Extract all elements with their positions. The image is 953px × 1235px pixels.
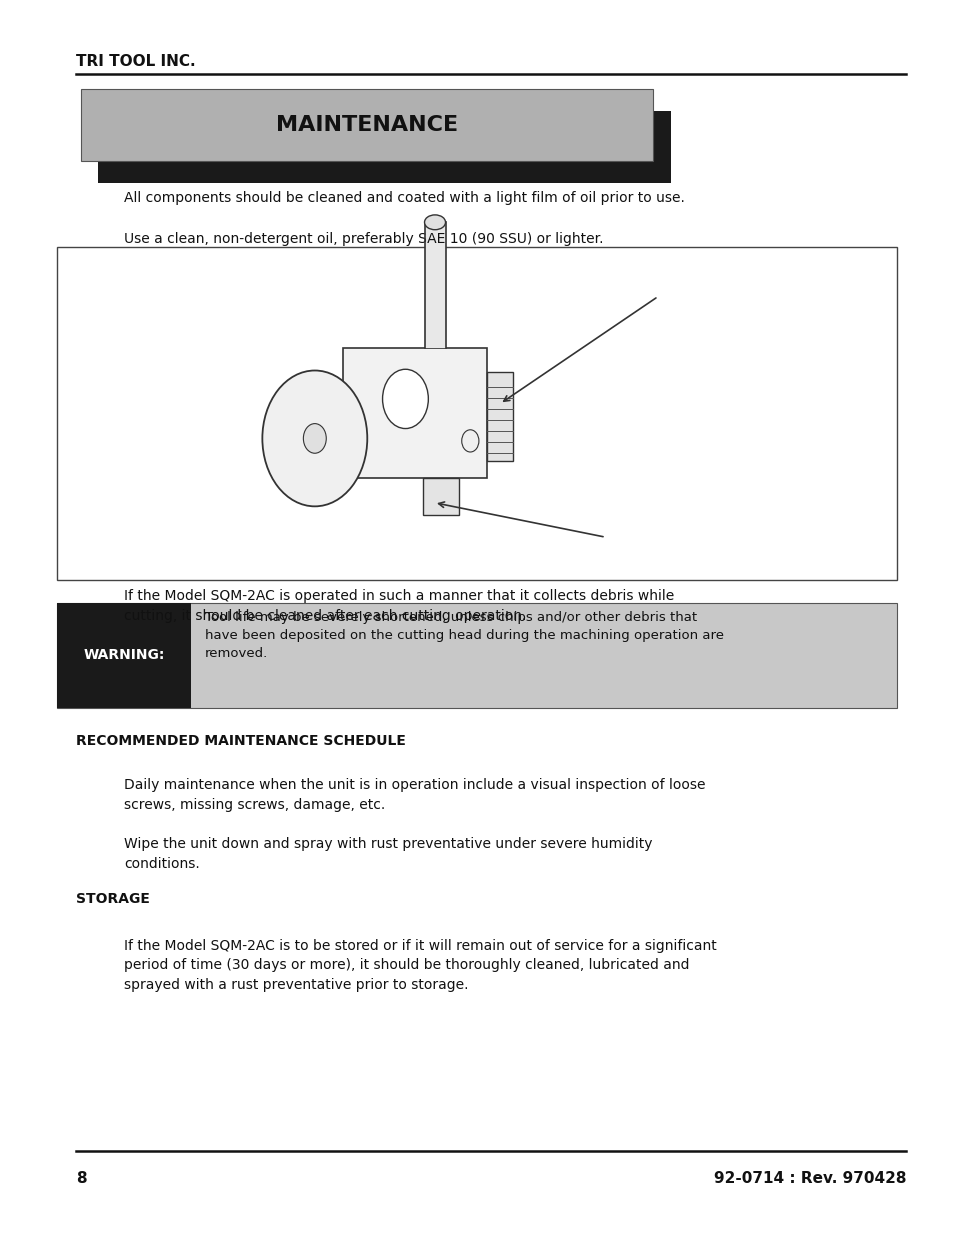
Text: If the Model SQM-2AC is operated in such a manner that it collects debris while
: If the Model SQM-2AC is operated in such… bbox=[124, 589, 674, 622]
FancyBboxPatch shape bbox=[98, 111, 670, 183]
Text: STORAGE: STORAGE bbox=[76, 892, 150, 905]
Text: MAINTENANCE: MAINTENANCE bbox=[276, 115, 457, 135]
FancyBboxPatch shape bbox=[343, 348, 486, 478]
Circle shape bbox=[461, 430, 478, 452]
Text: Use a clean, non-detergent oil, preferably SAE 10 (90 SSU) or lighter.: Use a clean, non-detergent oil, preferab… bbox=[124, 232, 603, 246]
Circle shape bbox=[382, 369, 428, 429]
FancyBboxPatch shape bbox=[424, 222, 445, 348]
FancyBboxPatch shape bbox=[81, 89, 653, 161]
Circle shape bbox=[303, 424, 326, 453]
Text: RECOMMENDED MAINTENANCE SCHEDULE: RECOMMENDED MAINTENANCE SCHEDULE bbox=[76, 734, 406, 747]
Text: Daily maintenance when the unit is in operation include a visual inspection of l: Daily maintenance when the unit is in op… bbox=[124, 778, 705, 811]
FancyBboxPatch shape bbox=[57, 603, 191, 708]
Text: All components should be cleaned and coated with a light film of oil prior to us: All components should be cleaned and coa… bbox=[124, 191, 684, 205]
FancyBboxPatch shape bbox=[486, 372, 513, 461]
Text: Wipe the unit down and spray with rust preventative under severe humidity
condit: Wipe the unit down and spray with rust p… bbox=[124, 837, 652, 871]
Text: Tool life may be severely shortened, unless chips and/or other debris that
have : Tool life may be severely shortened, unl… bbox=[205, 611, 723, 661]
Text: TRI TOOL INC.: TRI TOOL INC. bbox=[76, 54, 195, 69]
FancyBboxPatch shape bbox=[57, 603, 896, 708]
Circle shape bbox=[262, 370, 367, 506]
Text: 8: 8 bbox=[76, 1171, 87, 1186]
Text: If the Model SQM-2AC is to be stored or if it will remain out of service for a s: If the Model SQM-2AC is to be stored or … bbox=[124, 939, 716, 992]
FancyBboxPatch shape bbox=[57, 247, 896, 580]
FancyBboxPatch shape bbox=[422, 478, 458, 515]
Text: WARNING:: WARNING: bbox=[83, 648, 165, 662]
Ellipse shape bbox=[424, 215, 445, 230]
Text: 92-0714 : Rev. 970428: 92-0714 : Rev. 970428 bbox=[713, 1171, 905, 1186]
